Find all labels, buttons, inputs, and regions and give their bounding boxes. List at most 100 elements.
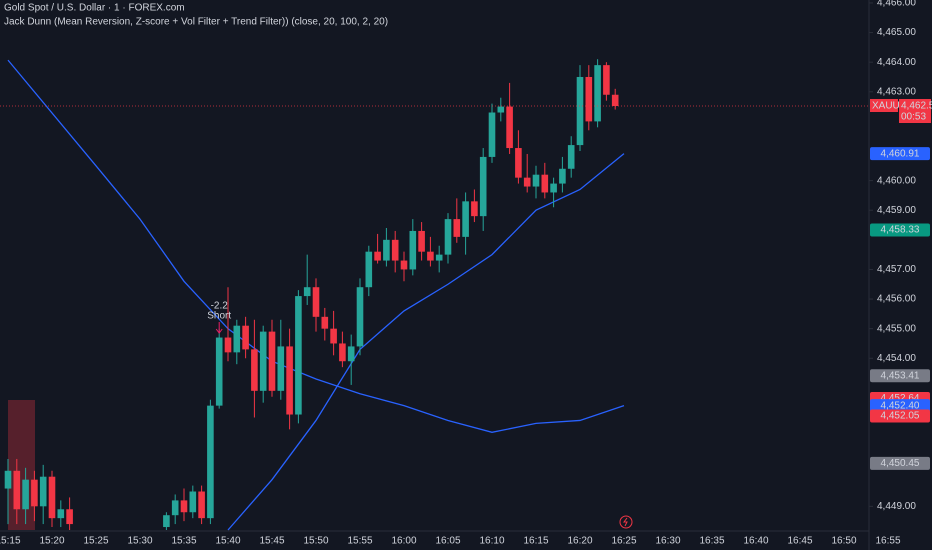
moving-average bbox=[227, 153, 625, 531]
candle-body bbox=[57, 509, 65, 519]
candle-body bbox=[347, 346, 355, 362]
indicator-title: Jack Dunn (Mean Reversion, Z-score + Vol… bbox=[4, 17, 388, 28]
last-price-badge bbox=[899, 99, 931, 123]
candle-body bbox=[462, 201, 469, 237]
candle-body bbox=[312, 287, 320, 317]
symbol: XAUUSD bbox=[872, 101, 914, 112]
x-tick-label: 15:45 bbox=[259, 536, 284, 547]
candle-body bbox=[356, 287, 364, 347]
candle-body bbox=[233, 325, 241, 353]
x-tick-label: 16:40 bbox=[743, 536, 768, 547]
x-tick-label: 16:20 bbox=[567, 536, 592, 547]
candle-body bbox=[506, 106, 513, 149]
candle-body bbox=[559, 168, 566, 184]
candle-body bbox=[550, 183, 557, 193]
y-tick-label: 4,463.00 bbox=[877, 86, 916, 97]
y-tick-label: 4,466.00 bbox=[877, 0, 916, 9]
candle-body bbox=[400, 260, 408, 270]
candle-body bbox=[435, 254, 443, 261]
x-tick-label: 16:55 bbox=[875, 536, 900, 547]
x-tick-label: 16:35 bbox=[699, 536, 724, 547]
candle-body bbox=[611, 94, 619, 106]
y-tick-label: 4,449.00 bbox=[877, 501, 916, 512]
y-tick-label: 4,464.00 bbox=[877, 57, 916, 68]
symbol-badge bbox=[870, 99, 898, 112]
candle-body bbox=[224, 337, 232, 353]
price-badge bbox=[870, 399, 930, 413]
x-tick-label: 16:05 bbox=[435, 536, 460, 547]
x-tick-label: 16:10 bbox=[479, 536, 504, 547]
y-tick-label: 4,460.00 bbox=[877, 175, 916, 186]
candle-body bbox=[418, 230, 425, 252]
x-tick-label: 15:55 bbox=[347, 536, 372, 547]
x-tick-label: 16:15 bbox=[523, 536, 548, 547]
candle-body bbox=[497, 106, 505, 113]
candle-body bbox=[523, 177, 531, 187]
candle-body bbox=[39, 476, 47, 507]
candle-body bbox=[251, 349, 258, 391]
candle-body bbox=[189, 491, 197, 513]
candle-body bbox=[409, 230, 417, 270]
candle-body bbox=[594, 65, 601, 122]
x-tick-label: 16:50 bbox=[831, 536, 856, 547]
price-badge bbox=[870, 223, 930, 237]
price-badge-label: 4,460.91 bbox=[881, 148, 920, 159]
candle-body bbox=[215, 337, 223, 406]
price-badge-label: 4,452.64 bbox=[881, 393, 920, 404]
x-tick-label: 15:50 bbox=[303, 536, 328, 547]
x-tick-label: 15:35 bbox=[171, 536, 196, 547]
x-tick-label: 15:40 bbox=[215, 536, 240, 547]
candle-body bbox=[22, 479, 29, 510]
candle-body bbox=[303, 287, 311, 297]
x-tick-label: 16:00 bbox=[391, 536, 416, 547]
candle-body bbox=[339, 343, 346, 362]
candle-body bbox=[567, 145, 575, 169]
price-badge-label: 4,453.41 bbox=[881, 370, 920, 381]
candle-body bbox=[471, 201, 478, 217]
candle-body bbox=[171, 500, 179, 516]
candle-body bbox=[365, 251, 373, 288]
x-tick-label: 16:25 bbox=[611, 536, 636, 547]
candle-body bbox=[383, 239, 390, 261]
x-tick-label: 15:25 bbox=[83, 536, 108, 547]
candle-body bbox=[31, 479, 38, 507]
candle-body bbox=[444, 219, 452, 255]
candle-body bbox=[585, 76, 593, 122]
candle-body bbox=[321, 316, 329, 329]
candle-body bbox=[198, 491, 205, 519]
signal-label: Short bbox=[207, 311, 231, 322]
x-tick-label: 15:30 bbox=[127, 536, 152, 547]
candle-body bbox=[242, 325, 249, 350]
signal-value: -2.2 bbox=[211, 301, 229, 312]
x-tick-label: 15:15 bbox=[0, 536, 21, 547]
price-badge bbox=[870, 409, 930, 423]
candle-body bbox=[427, 251, 434, 261]
candle-body bbox=[259, 331, 267, 391]
y-tick-label: 4,459.00 bbox=[877, 205, 916, 216]
candle-body bbox=[374, 251, 381, 261]
highlight-zone bbox=[8, 400, 35, 530]
chart-title: Gold Spot / U.S. Dollar · 1 · FOREX.com bbox=[4, 3, 185, 14]
replay-icon[interactable] bbox=[619, 515, 633, 529]
last-price: 4,462.52 bbox=[901, 101, 932, 112]
candle-body bbox=[479, 156, 487, 217]
price-badge-label: 4,458.33 bbox=[881, 225, 920, 236]
candle-body bbox=[13, 470, 21, 510]
x-tick-label: 16:45 bbox=[787, 536, 812, 547]
candle-body bbox=[515, 148, 522, 178]
candle-body bbox=[207, 405, 214, 519]
candle-body bbox=[286, 346, 293, 415]
y-tick-label: 4,455.00 bbox=[877, 323, 916, 334]
candle-body bbox=[576, 76, 584, 146]
signal-arrow bbox=[215, 322, 223, 334]
y-tick-label: 4,456.00 bbox=[877, 294, 916, 305]
candle-body bbox=[268, 331, 276, 391]
candle-body bbox=[330, 328, 337, 344]
y-tick-label: 4,457.00 bbox=[877, 264, 916, 275]
candle-body bbox=[66, 509, 73, 525]
plot bbox=[4, 59, 625, 531]
candle-body bbox=[295, 296, 302, 415]
price-badge-label: 4,452.40 bbox=[881, 400, 920, 411]
candle-body bbox=[4, 470, 12, 489]
